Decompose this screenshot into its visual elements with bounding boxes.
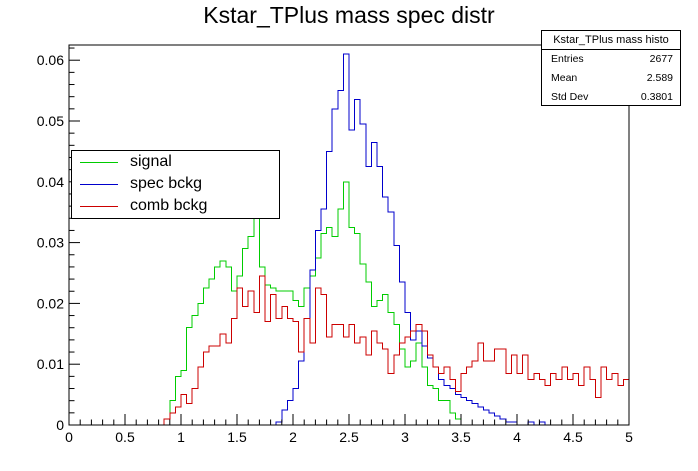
legend-label: spec bckg	[130, 175, 203, 192]
stats-row-mean: Mean 2.589	[542, 69, 680, 88]
legend-label: comb bckg	[130, 197, 208, 214]
x-tick-label: 3.5	[451, 429, 471, 445]
x-tick-label: 2.5	[339, 429, 359, 445]
legend: signal spec bckg comb bckg	[71, 150, 280, 219]
y-tick-label: 0.06	[37, 52, 64, 68]
stats-row-std-dev: Std Dev 0.3801	[542, 88, 680, 107]
legend-swatch-signal	[80, 161, 118, 163]
stats-value: 2677	[649, 53, 673, 65]
x-tick-label: 0.5	[115, 429, 135, 445]
x-tick-label: 1	[177, 429, 185, 445]
chart-title: Kstar_TPlus mass spec distr	[203, 2, 495, 28]
series-line-comb-bckg	[69, 275, 629, 426]
x-tick-label: 4	[513, 429, 521, 445]
series-layer	[69, 53, 629, 426]
stats-label: Entries	[551, 53, 584, 65]
legend-item-spec-bckg: spec bckg	[72, 173, 279, 195]
x-tick-label: 2	[289, 429, 297, 445]
legend-swatch-comb-bckg	[80, 205, 118, 207]
stats-value: 0.3801	[640, 91, 673, 103]
y-tick-label: 0.05	[37, 113, 64, 129]
y-tick-label: 0.01	[37, 356, 64, 372]
stats-label: Mean	[551, 72, 578, 84]
x-tick-label: 4.5	[563, 429, 583, 445]
y-tick-label: 0.04	[37, 174, 64, 190]
y-tick-label: 0.03	[37, 235, 64, 251]
x-axis: 0 0.5 1 1.5 2 2.5 3 3.5 4 4.5 5	[65, 414, 633, 445]
legend-item-comb-bckg: comb bckg	[72, 195, 279, 217]
stats-label: Std Dev	[551, 91, 589, 103]
series-line-spec-bckg	[69, 53, 629, 426]
legend-item-signal: signal	[72, 151, 279, 173]
y-axis: 0 0.01 0.02 0.03 0.04 0.05 0.06	[37, 47, 80, 433]
stats-value: 2.589	[646, 72, 673, 84]
x-tick-label: 1.5	[227, 429, 247, 445]
legend-swatch-spec-bckg	[80, 183, 118, 185]
y-tick-label: 0	[56, 417, 64, 433]
y-tick-label: 0.02	[37, 295, 64, 311]
x-tick-label: 3	[401, 429, 409, 445]
stats-row-entries: Entries 2677	[542, 50, 680, 69]
x-tick-label: 5	[625, 429, 633, 445]
stats-box-title: Kstar_TPlus mass histo	[542, 31, 680, 50]
stats-box: Kstar_TPlus mass histo Entries 2677 Mean…	[541, 30, 681, 106]
x-tick-label: 0	[65, 429, 73, 445]
legend-label: signal	[130, 153, 172, 170]
